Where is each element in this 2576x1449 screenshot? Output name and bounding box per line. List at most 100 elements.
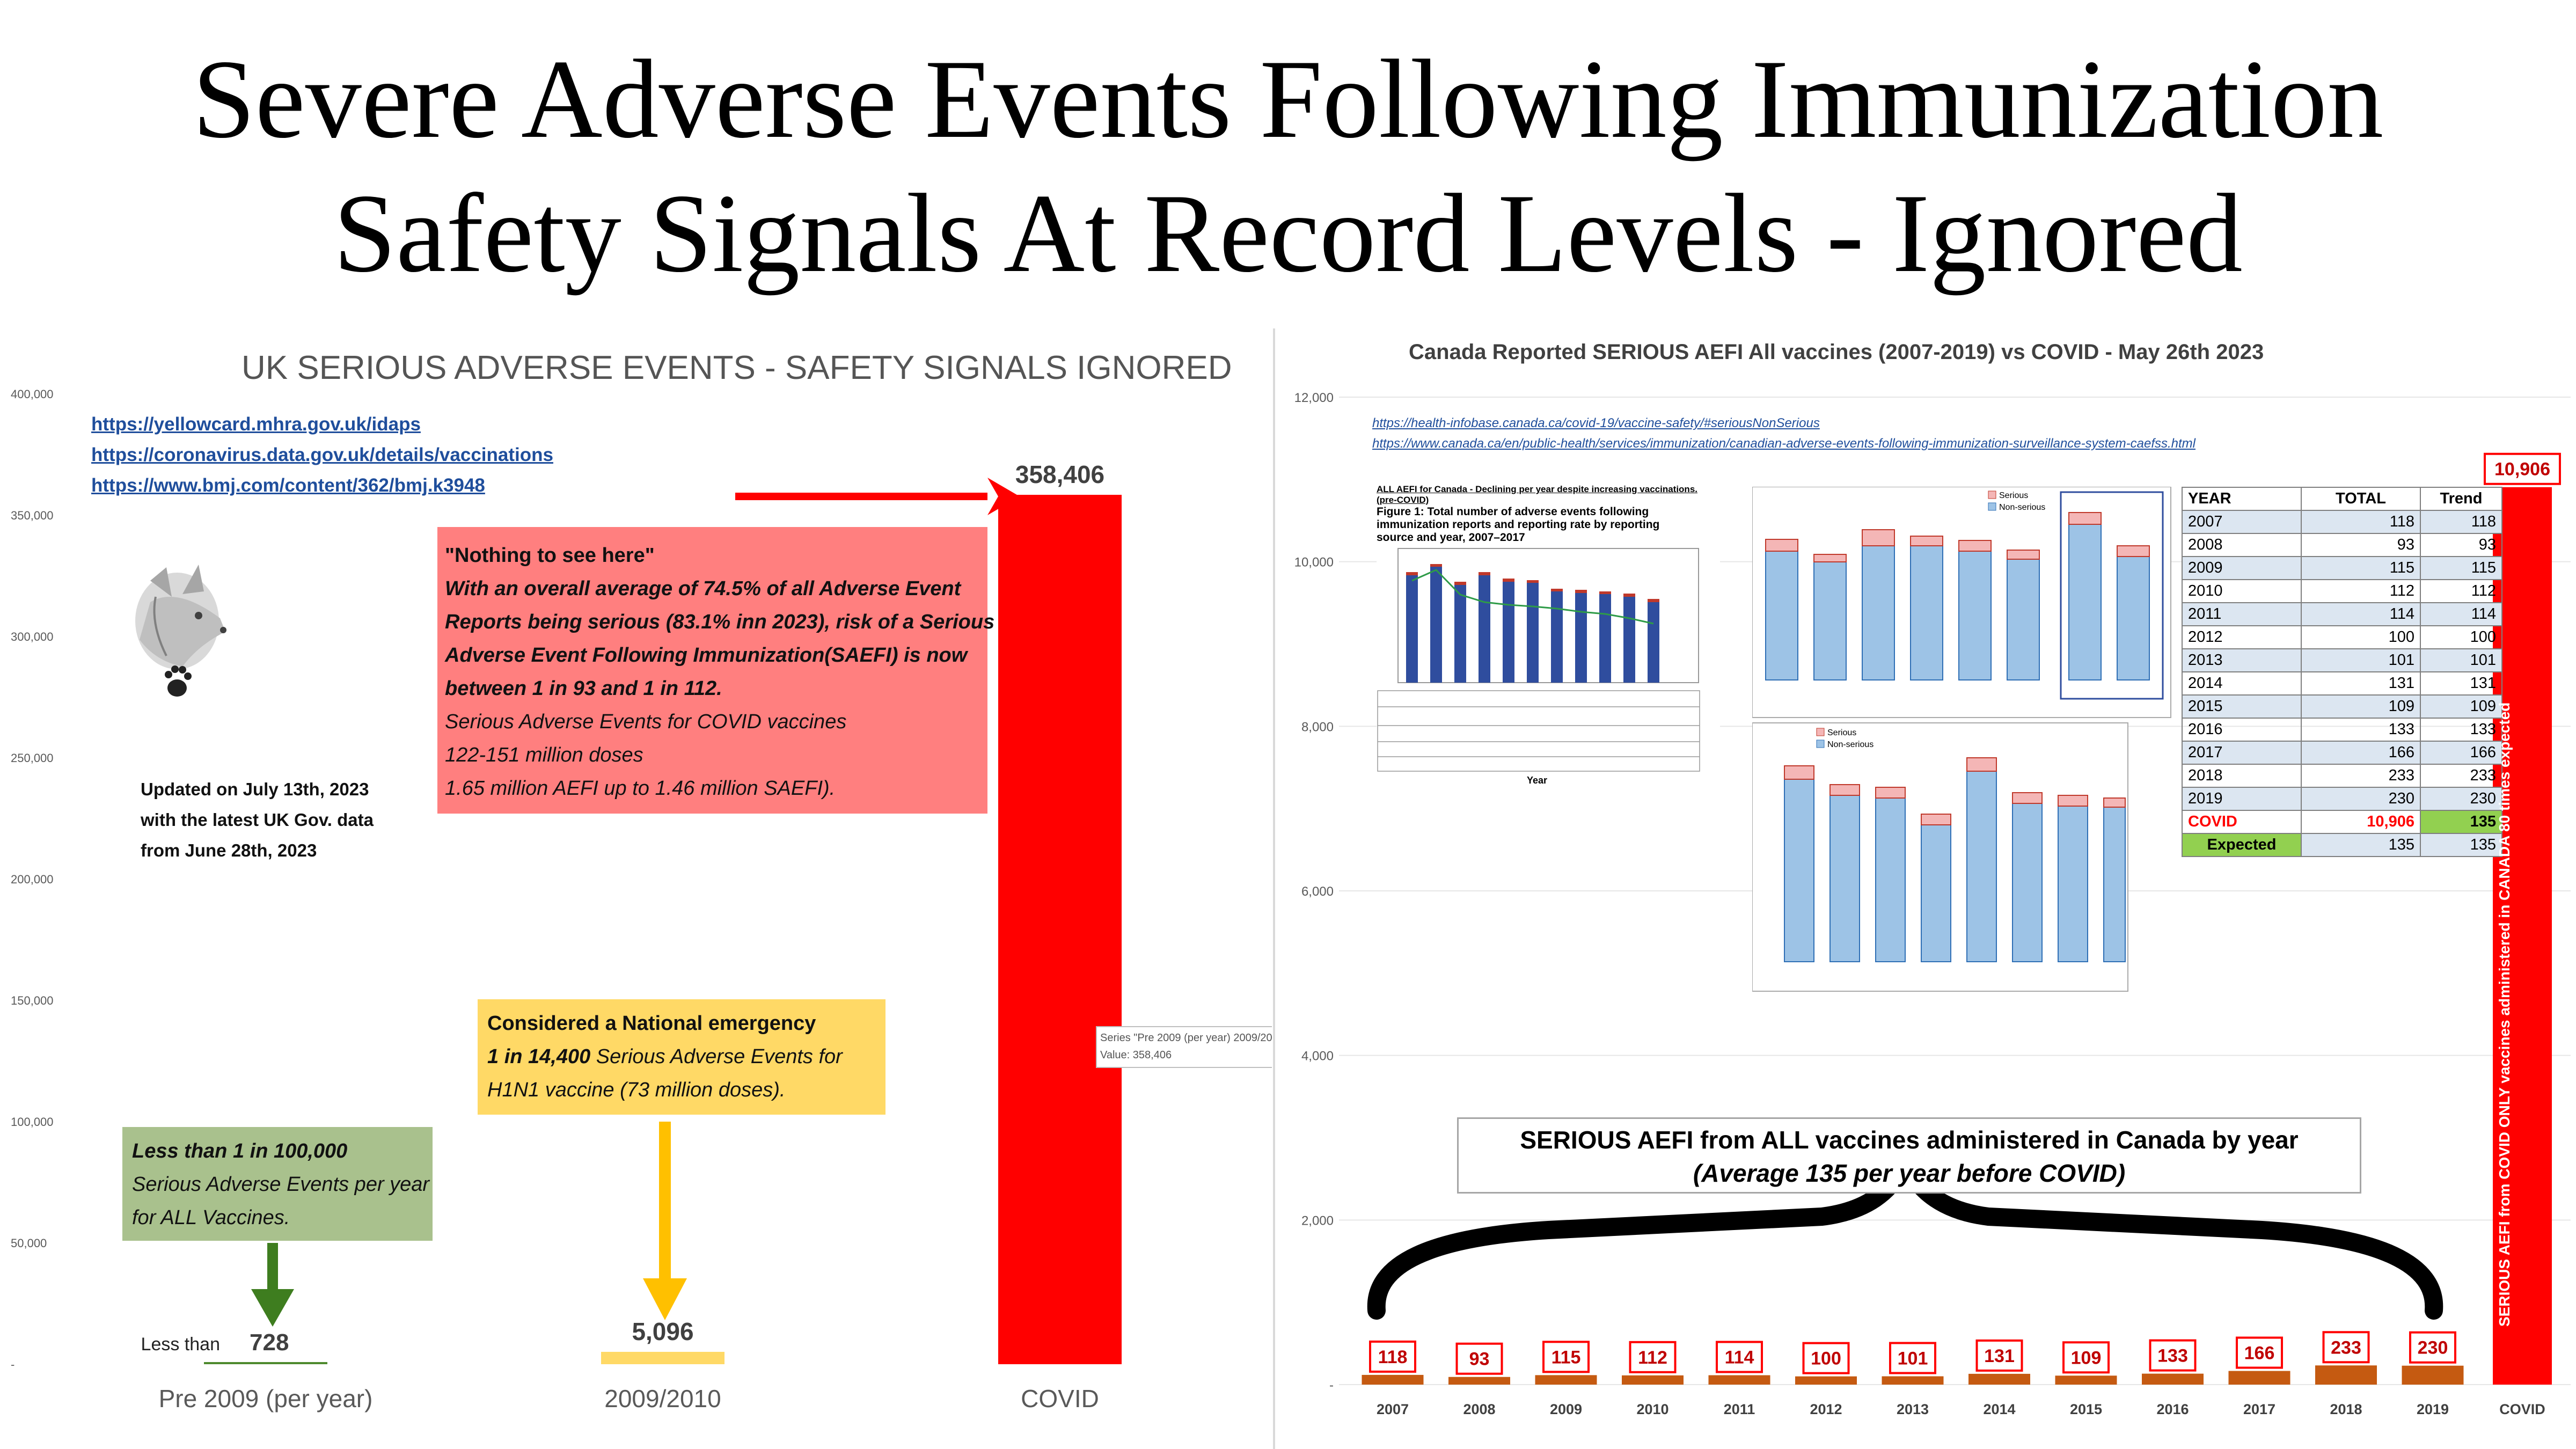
- table-cell-year: COVID: [2182, 810, 2302, 834]
- ca-bar: [1968, 1373, 2030, 1385]
- table-row: 2013 101 101: [2182, 648, 2502, 672]
- slide-title-line-1: Severe Adverse Events Following Immuniza…: [192, 37, 2384, 162]
- link-coronavirus-data[interactable]: https://coronavirus.data.gov.uk/details/…: [91, 444, 553, 465]
- aefi-table: YEAR TOTAL Trend 2007 118 118 2008 93 93 2009 1…: [2182, 487, 2502, 857]
- uk-bar: [998, 495, 1122, 1364]
- table-row: 2011 114 114: [2182, 602, 2502, 626]
- table-cell-year: 2014: [2182, 671, 2302, 696]
- ca-category-label: COVID: [2499, 1401, 2545, 1417]
- uk-chart: 400,000 350,000 300,000 250,000 200,000 150,0…: [11, 387, 1122, 1413]
- canada-chart-title: Canada Reported SERIOUS AEFI All vaccine…: [1409, 340, 2264, 364]
- legend-nonserious-2: Non-serious: [1827, 740, 1874, 749]
- table-row: Expected 135 135: [2182, 833, 2502, 857]
- table-cell-year: 2012: [2182, 625, 2302, 649]
- ca-value-box: [2409, 1331, 2456, 1364]
- inset-aefi-chart: Year: [1377, 548, 1700, 786]
- ca-category-label: 2019: [2417, 1401, 2449, 1417]
- table-cell-total: 93: [2301, 533, 2421, 557]
- uk-bar-value: 5,096: [632, 1318, 693, 1345]
- table-cell-trend: 135: [2420, 833, 2502, 857]
- ca-value-box: [1455, 1342, 1503, 1375]
- table-header-year: YEAR: [2182, 487, 2302, 511]
- update-note: Updated on July 13th, 2023 with the late…: [141, 779, 374, 860]
- link-canada-caefiss[interactable]: https://www.canada.ca/en/public-health/s…: [1372, 436, 2196, 451]
- ca-bar-value: 115: [1552, 1347, 1581, 1367]
- ca-category-label: 2013: [1897, 1401, 1929, 1417]
- uk-bar-value: 358,406: [1015, 460, 1104, 488]
- ca-bar: [1795, 1376, 1857, 1385]
- table-row: 2015 109 109: [2182, 694, 2502, 719]
- table-cell-year: 2007: [2182, 510, 2302, 534]
- ca-bar-value: 118: [1378, 1347, 1408, 1367]
- table-cell-trend: 114: [2420, 602, 2502, 626]
- legend-serious-1: Serious: [1999, 491, 2028, 500]
- inset-aefi-figure: ALL AEFI for Canada - Declining per year…: [1377, 484, 1720, 849]
- green-arrow: [251, 1243, 294, 1327]
- table-cell-trend: 118: [2420, 510, 2502, 534]
- table-cell-year: 2018: [2182, 764, 2302, 788]
- table-row: 2009 115 115: [2182, 556, 2502, 580]
- table-cell-trend: 115: [2420, 556, 2502, 580]
- ca-category-label: 2011: [1724, 1401, 1755, 1417]
- uk-y-tick: 200,000: [11, 873, 54, 886]
- inset-serious-bars: Serious Non-serious Serious Non-serious: [1752, 487, 2171, 992]
- table-row: 2010 112 112: [2182, 579, 2502, 603]
- table-row: 2019 230 230: [2182, 787, 2502, 811]
- table-cell-total: 118: [2301, 510, 2421, 534]
- ca-bar: [2228, 1371, 2290, 1385]
- table-cell-year: 2013: [2182, 648, 2302, 672]
- table-cell-trend: 166: [2420, 741, 2502, 765]
- ca-category-label: 2016: [2156, 1401, 2189, 1417]
- uk-y-tick: 100,000: [11, 1115, 54, 1129]
- inset-x-label: Year: [1527, 775, 1547, 786]
- ca-value-box: [2062, 1341, 2110, 1374]
- ca-bar-value: 109: [2071, 1348, 2102, 1368]
- ca-bar: [1708, 1375, 1770, 1385]
- canada-source-links: https://health-infobase.canada.ca/covid-…: [1372, 413, 2196, 454]
- table-row: 2008 93 93: [2182, 533, 2502, 557]
- table-cell-total: 100: [2301, 625, 2421, 649]
- link-yellowcard[interactable]: https://yellowcard.mhra.gov.uk/idaps: [91, 414, 421, 435]
- legend-serious-2: Serious: [1827, 728, 1856, 737]
- ca-value-box: [1629, 1341, 1677, 1373]
- table-cell-trend: 133: [2420, 718, 2502, 742]
- ca-y-tick: 10,000: [1294, 555, 1334, 570]
- uk-category-label: COVID: [1021, 1385, 1099, 1413]
- uk-chart-panel: UK SERIOUS ADVERSE EVENTS - SAFETY SIGNA…: [0, 328, 1272, 1449]
- uk-y-tick: -: [11, 1358, 14, 1371]
- link-health-infobase[interactable]: https://health-infobase.canada.ca/covid-…: [1372, 416, 1820, 430]
- uk-y-tick: 350,000: [11, 509, 54, 522]
- ca-y-tick: -: [1329, 1378, 1334, 1393]
- ca-bar: [2402, 1365, 2464, 1385]
- ca-bar: [2315, 1365, 2377, 1385]
- ca-value-box: [1975, 1339, 2023, 1372]
- yellow-arrow: [643, 1122, 687, 1320]
- covid-vertical-label: SERIOUS AEFI from COVID ONLY vaccines ad…: [2496, 702, 2513, 1327]
- table-cell-total: 112: [2301, 579, 2421, 603]
- ca-bar: [1362, 1374, 1424, 1385]
- ca-bar-value: 131: [1984, 1346, 2015, 1366]
- ca-bar-value: 10,906: [2494, 459, 2550, 480]
- ca-bar: [2055, 1375, 2117, 1385]
- table-row: 2014 131 131: [2182, 671, 2502, 696]
- table-cell-total: 101: [2301, 648, 2421, 672]
- table-cell-year: 2011: [2182, 602, 2302, 626]
- table-cell-total: 109: [2301, 694, 2421, 719]
- ca-bar-value: 101: [1898, 1349, 1928, 1369]
- table-cell-year: 2010: [2182, 579, 2302, 603]
- ca-value-box: [1889, 1342, 1936, 1374]
- link-bmj[interactable]: https://www.bmj.com/content/362/bmj.k394…: [91, 475, 485, 496]
- ca-bar: [2493, 487, 2552, 1385]
- ca-y-tick: 6,000: [1301, 884, 1334, 899]
- table-cell-total: 230: [2301, 787, 2421, 811]
- ca-bar-value: 112: [1638, 1348, 1667, 1368]
- table-cell-trend: 109: [2420, 694, 2502, 719]
- aefi-table-wrap: YEAR TOTAL Trend 2007 118 118 2008 93 93 2009 1…: [2182, 487, 2502, 857]
- wolf-logo-icon: [135, 565, 226, 697]
- table-row: 2017 166 166: [2182, 741, 2502, 765]
- table-cell-total: 10,906: [2301, 810, 2421, 834]
- uk-bar: [204, 1362, 327, 1364]
- canada-chart-panel: Canada Reported SERIOUS AEFI All vaccine…: [1280, 328, 2576, 1449]
- table-cell-trend: 112: [2420, 579, 2502, 603]
- ca-bar: [1882, 1376, 1944, 1385]
